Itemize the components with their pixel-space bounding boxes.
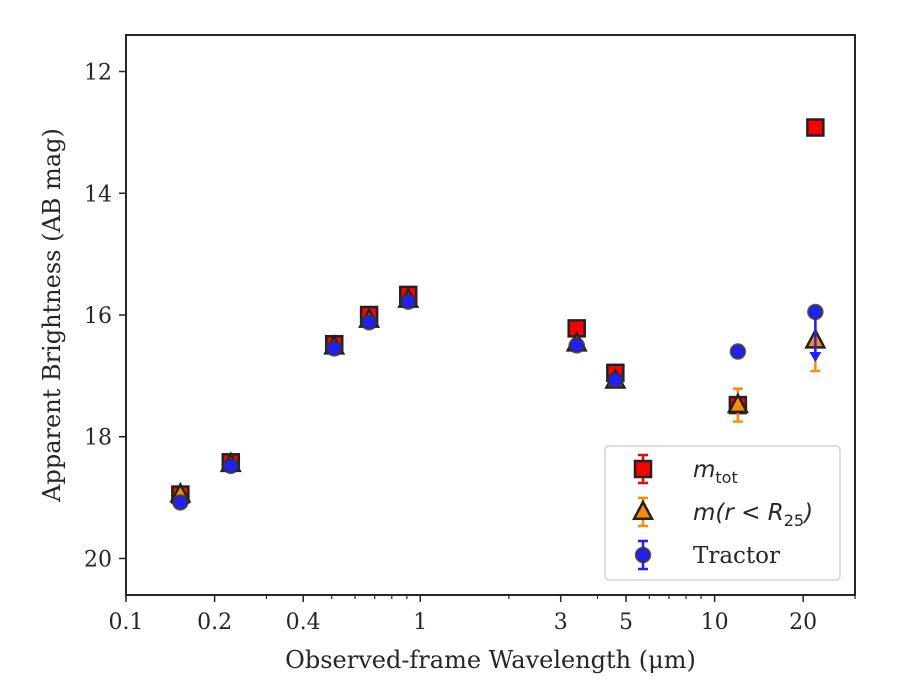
x-tick-label: 0.4 — [286, 610, 321, 635]
x-axis-label: Observed-frame Wavelength (μm) — [285, 646, 696, 674]
circle-marker — [172, 494, 189, 511]
axes: 0.1 0.2 0.4 1 3 5 10 20 12 14 16 18 20 — [84, 34, 856, 635]
series-tractor — [172, 293, 824, 511]
y-tick-label: 14 — [84, 182, 112, 207]
legend-label: Tractor — [693, 543, 780, 569]
series-mtot — [171, 118, 825, 504]
y-tick-label: 16 — [84, 304, 112, 329]
triangle-marker — [726, 392, 749, 414]
data-marks — [169, 118, 827, 511]
x-tick-label: 1 — [413, 610, 427, 635]
circle-marker — [607, 371, 624, 389]
circle-marker — [360, 314, 378, 331]
y-tick-label: 18 — [84, 426, 112, 451]
circle-marker — [807, 303, 824, 321]
square-marker — [806, 118, 825, 137]
x-tick-label: 3 — [554, 610, 568, 635]
legend-label: m(r < R25) — [693, 500, 813, 530]
legend-circle-marker — [634, 546, 652, 564]
x-tick-label: 10 — [701, 610, 729, 635]
circle-marker — [222, 457, 240, 475]
circle-marker — [399, 293, 417, 310]
y-axis-label: Apparent Brightness (AB mag) — [38, 128, 66, 503]
legend: mtot m(r < R25) Tractor — [604, 445, 841, 581]
x-tick-label: 0.1 — [109, 610, 144, 635]
y-tick-label: 12 — [84, 61, 112, 86]
x-tick-label: 0.2 — [197, 610, 232, 635]
legend-triangle-marker — [631, 499, 655, 521]
legend-square-marker — [633, 459, 653, 479]
circle-marker — [729, 343, 747, 360]
circle-marker — [568, 337, 585, 354]
circle-marker — [325, 340, 343, 357]
legend-label: mtot — [693, 457, 738, 487]
x-tick-label: 20 — [789, 610, 817, 635]
x-tick-label: 5 — [619, 610, 633, 635]
legend-box — [604, 445, 841, 581]
y-tick-label: 20 — [84, 547, 112, 572]
